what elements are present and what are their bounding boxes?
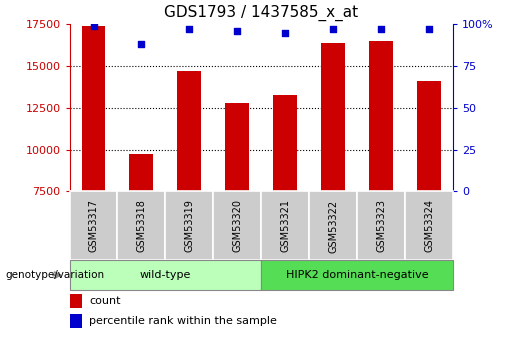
Title: GDS1793 / 1437585_x_at: GDS1793 / 1437585_x_at bbox=[164, 5, 358, 21]
Bar bbox=[70, 294, 81, 308]
Bar bbox=[273, 95, 297, 191]
Bar bbox=[261, 260, 453, 290]
Text: GSM53321: GSM53321 bbox=[280, 199, 290, 253]
Bar bbox=[213, 191, 261, 260]
Bar bbox=[81, 26, 106, 191]
Bar bbox=[417, 81, 441, 191]
Bar bbox=[165, 191, 213, 260]
Point bbox=[185, 27, 194, 32]
Bar bbox=[369, 41, 393, 191]
Bar bbox=[70, 315, 81, 328]
Bar bbox=[357, 191, 405, 260]
Text: percentile rank within the sample: percentile rank within the sample bbox=[89, 316, 277, 326]
Text: HIPK2 dominant-negative: HIPK2 dominant-negative bbox=[286, 270, 428, 280]
Bar bbox=[70, 191, 117, 260]
Text: GSM53323: GSM53323 bbox=[376, 199, 386, 253]
Bar bbox=[117, 191, 165, 260]
Bar bbox=[261, 191, 310, 260]
Bar bbox=[321, 42, 345, 191]
Point bbox=[329, 27, 337, 32]
Point bbox=[377, 27, 385, 32]
Text: genotype/variation: genotype/variation bbox=[5, 270, 104, 280]
Point bbox=[425, 27, 433, 32]
Bar bbox=[310, 191, 357, 260]
Text: GSM53320: GSM53320 bbox=[232, 199, 243, 253]
Text: GSM53324: GSM53324 bbox=[424, 199, 434, 253]
Point bbox=[90, 23, 98, 29]
Bar bbox=[70, 260, 261, 290]
Bar bbox=[129, 154, 153, 191]
Text: count: count bbox=[89, 296, 121, 306]
Bar bbox=[226, 103, 249, 191]
Point bbox=[281, 30, 289, 35]
Text: GSM53317: GSM53317 bbox=[89, 199, 98, 253]
Point bbox=[233, 28, 242, 33]
Text: GSM53318: GSM53318 bbox=[136, 199, 146, 253]
Point bbox=[138, 41, 146, 47]
Text: GSM53322: GSM53322 bbox=[328, 199, 338, 253]
Text: GSM53319: GSM53319 bbox=[184, 199, 195, 253]
Bar bbox=[178, 71, 201, 191]
Bar bbox=[405, 191, 453, 260]
Text: wild-type: wild-type bbox=[140, 270, 191, 280]
